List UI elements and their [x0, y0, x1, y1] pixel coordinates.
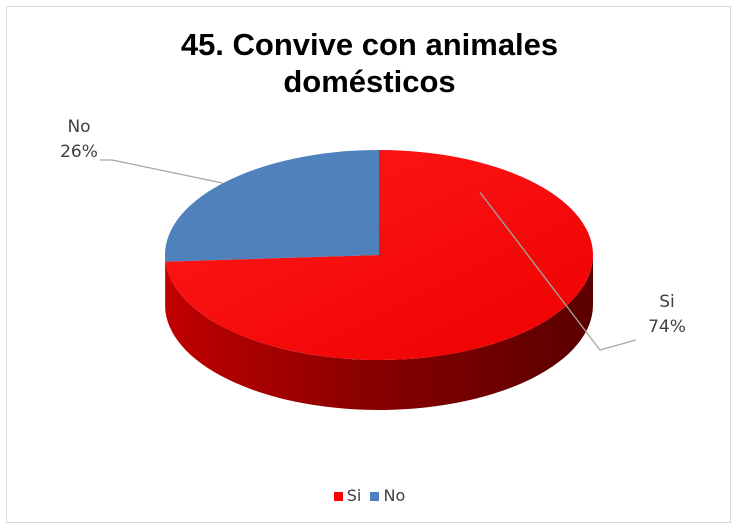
legend: Si No [0, 486, 739, 505]
slice-no [165, 150, 379, 262]
legend-swatch-no [370, 492, 380, 501]
pie-side [165, 255, 593, 410]
leader-line-no [100, 159, 224, 184]
slice-side-si [165, 255, 593, 410]
legend-label-si: Si [346, 486, 362, 505]
leader-line-si [479, 192, 637, 351]
data-label-si-category: Si [659, 292, 675, 312]
data-label-si: Si 74% [632, 290, 702, 340]
data-label-no: No 26% [44, 115, 114, 165]
legend-label-no: No [383, 486, 406, 505]
legend-item-si: Si [333, 486, 362, 505]
legend-item-no: No [370, 486, 405, 505]
leader-lines [100, 159, 637, 351]
legend-swatch-si [333, 492, 343, 501]
data-label-no-category: No [67, 117, 91, 137]
chart-title: 45. Convive con animales domésticos [180, 27, 559, 99]
slice-si [165, 150, 593, 360]
pie-top [165, 150, 593, 360]
data-label-no-value: 26% [60, 142, 98, 162]
data-label-si-value: 74% [648, 317, 686, 337]
